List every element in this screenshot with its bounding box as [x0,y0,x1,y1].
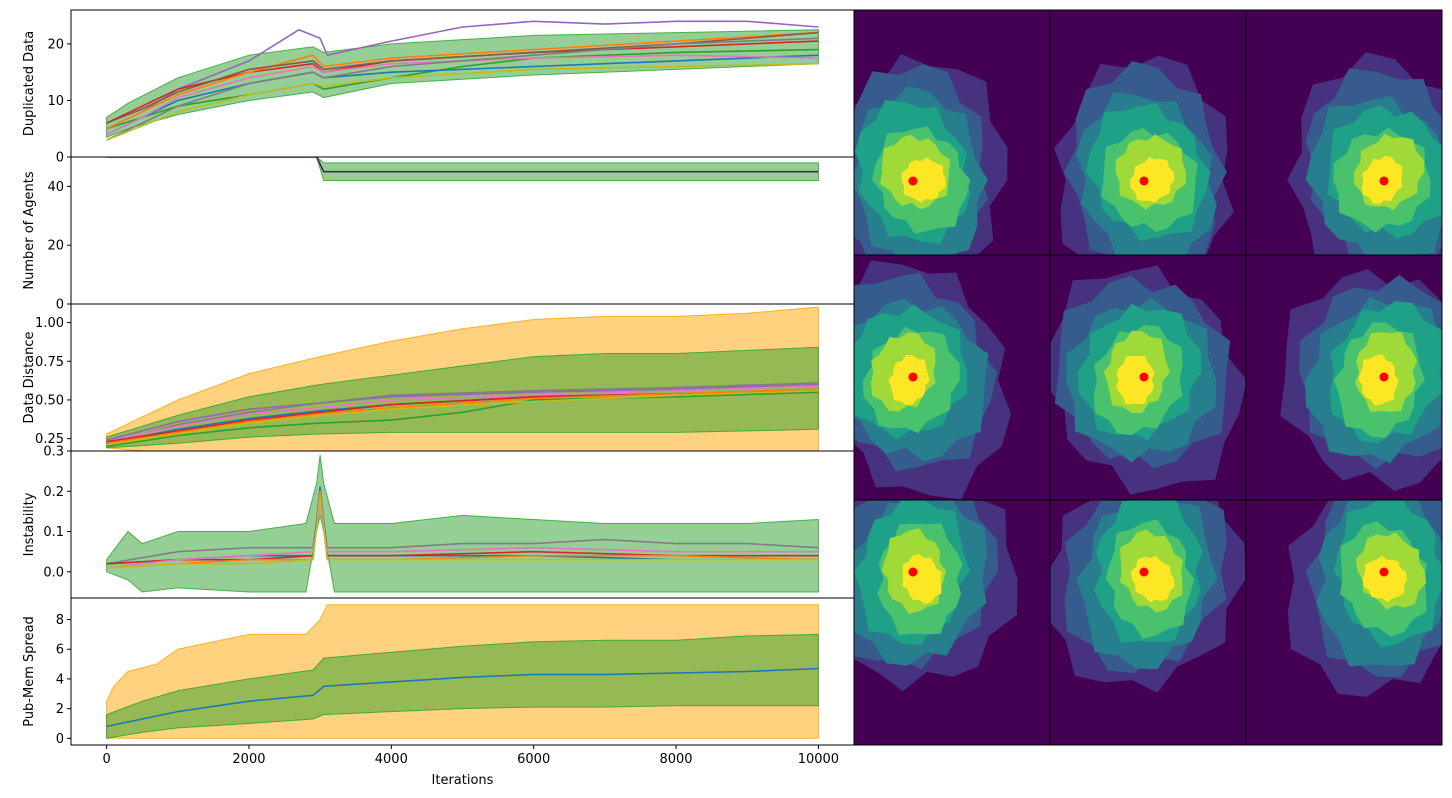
ytick-label: 40 [47,180,64,195]
heatmap-cell-r3c2 [1049,499,1247,746]
xtick-label: 6000 [517,752,550,767]
ytick-label: 2 [56,702,64,717]
center-marker [908,372,918,382]
panel-5: 0 2 4 6 8 Pub-Mem Spread 0 2000 4000 6000 8000 1000… [22,597,855,788]
xtick-label: 4000 [375,752,408,767]
ytick-label: 0 [56,298,64,313]
ytick-label: 6 [56,643,64,658]
contour-level-7 [1116,355,1155,405]
xtick-label: 2000 [232,752,265,767]
band-1 [106,157,819,181]
heatmap-cell-r1c3 [1245,9,1443,256]
series-line-1 [106,157,819,173]
series-line-8 [106,37,819,141]
series-line-3 [106,385,819,443]
heatmap-cell-r3c3 [1245,499,1443,746]
ytick-label: 8 [56,613,64,628]
series-line-1 [106,20,819,130]
series-line-7 [106,54,819,136]
contour-level-7 [1130,156,1175,204]
center-marker [1379,567,1389,577]
heatmap-cell-r2c1 [853,254,1051,501]
ytick-label: 0.0 [43,565,64,580]
ytick-label: 20 [47,37,64,52]
ytick-label: 20 [47,239,64,254]
ylabel: Instability [22,492,37,556]
ytick-label: 0 [56,151,64,166]
xlabel: Iterations [432,773,494,788]
heatmap-cell-r2c3 [1245,254,1443,501]
ytick-label: 0.3 [43,445,64,460]
plot-area [106,157,819,181]
ytick-label: 10 [47,94,64,109]
heatmap-cell-r3c1 [853,499,1051,746]
band-2 [106,633,819,739]
series-line-1 [106,667,819,728]
contour-level-7 [901,157,946,203]
heatmap-grid [853,9,1443,746]
ytick-label: 0 [56,732,64,747]
heatmap-cell-r1c2 [1049,9,1247,256]
ylabel: Number of Agents [22,171,37,289]
contour-level-7 [1131,555,1175,603]
plot-area [106,604,819,739]
series-line-2 [106,382,819,445]
center-marker [1139,567,1149,577]
panel-1: 0 10 20 Duplicated Data [22,9,855,166]
center-marker [908,176,918,186]
ytick-label: 1.00 [35,316,64,331]
series-line-6 [106,388,819,445]
heatmap-cell-r1c1 [853,9,1051,256]
center-marker [1379,372,1389,382]
band-1 [106,454,819,593]
center-marker [1139,176,1149,186]
ytick-label: 0.1 [43,525,64,540]
series-line-6 [106,494,819,569]
plot-area [106,454,819,593]
ytick-label: 0.2 [43,485,64,500]
center-marker [1379,176,1389,186]
ytick-label: 0.50 [35,393,64,408]
series-line-1 [106,494,819,565]
center-marker [908,567,918,577]
ytick-label: 0.75 [35,355,64,370]
ytick-label: 0.25 [35,432,64,447]
series-line-5 [106,31,819,124]
series-line-2 [106,48,819,130]
panel-4: 0.0 0.1 0.2 0.3 Instability [22,445,855,599]
series-line-8 [106,389,819,446]
series-line-4 [106,31,819,130]
ylabel: Data Distance [22,331,37,423]
ylabel: Duplicated Data [22,31,37,136]
xtick-label: 0 [102,752,110,767]
heatmap-cell-r2c2 [1049,254,1247,501]
contour-level-7 [902,553,942,605]
xtick-label: 10000 [798,752,839,767]
ylabel: Pub-Mem Spread [22,616,37,727]
contour-level-7 [1358,354,1399,406]
panel-2: 0 20 40 Number of Agents [22,156,855,313]
xtick-label: 8000 [659,752,692,767]
ytick-label: 4 [56,672,64,687]
center-marker [1139,372,1149,382]
plot-area [106,306,819,451]
contour-level-7 [888,355,930,405]
contour-level-7 [1362,555,1408,603]
series-line-9 [106,62,819,141]
plot-area [106,20,819,141]
heatmap-frame [1245,499,1443,746]
